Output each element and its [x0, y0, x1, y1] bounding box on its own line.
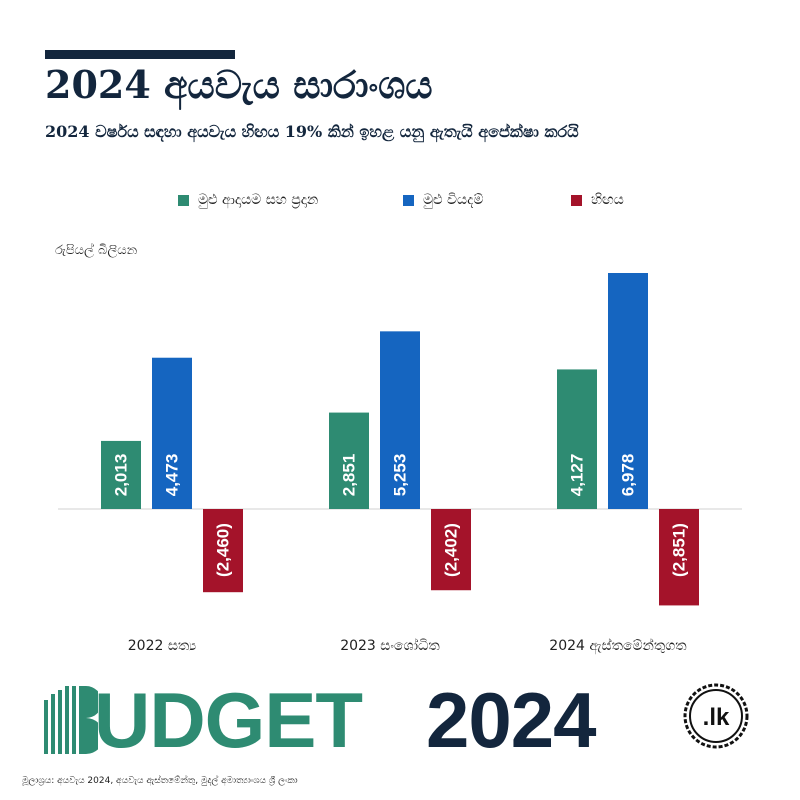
brand-text-udget: UDGET: [94, 676, 363, 764]
data-label-deficit-0: (2,460): [214, 523, 233, 577]
page-subtitle: 2024 වර්ෂය සඳහා අයවැය හිඟය 19% කින් ඉහළ …: [45, 122, 579, 141]
bar-revenue-1: [329, 412, 369, 509]
chart-legend: මුළු ආදායම සහ ප්‍රදාන මුළු වියදම් හිඟය: [0, 192, 800, 214]
legend-label-expenditure: මුළු වියදම්: [423, 192, 484, 208]
data-label-revenue-2: 4,127: [568, 454, 587, 497]
bar-deficit-2: [659, 509, 699, 606]
legend-item-expenditure: මුළු වියදම්: [403, 192, 483, 208]
title-accent-bar: [45, 50, 235, 59]
bar-deficit-0: [203, 509, 243, 593]
data-label-expenditure-0: 4,473: [163, 454, 182, 497]
legend-item-revenue: මුළු ආදායම සහ ප්‍රදාන: [178, 192, 318, 208]
legend-label-deficit: හිඟය: [591, 192, 624, 208]
legend-item-deficit: හිඟය: [571, 192, 624, 208]
lk-seal-logo: .lk: [683, 683, 749, 749]
svg-text:.lk: .lk: [703, 704, 730, 731]
x-tick-label-1: 2023 සංශෝධිත: [340, 638, 440, 654]
data-label-expenditure-1: 5,253: [391, 454, 410, 497]
bar-revenue-0: [101, 440, 141, 509]
data-label-revenue-1: 2,851: [340, 454, 359, 497]
page-title: 2024 අයවැය සාරාංශය: [45, 62, 433, 107]
bar-chart: 2,013 4,473 (2,460) 2022 සත්‍ය 2,851 5,253 (2,…: [58, 273, 742, 655]
legend-swatch-deficit: [571, 194, 582, 206]
data-label-revenue-0: 2,013: [112, 454, 131, 497]
legend-swatch-expenditure: [403, 194, 414, 206]
source-note: මූලාශ්‍රය: අයවැය 2024, අයවැය ඇස්තමේන්තු,…: [22, 776, 298, 786]
data-label-deficit-1: (2,402): [442, 523, 461, 577]
barcode-b-icon: [44, 686, 98, 754]
bar-expenditure-0: [152, 357, 192, 509]
bar-revenue-2: [557, 369, 597, 509]
bar-deficit-1: [431, 509, 471, 591]
legend-label-revenue: මුළු ආදායම සහ ප්‍රදාන: [198, 192, 319, 208]
y-axis-unit-label: රුපියල් බිලියන: [55, 243, 138, 258]
bar-expenditure-2: [608, 273, 648, 509]
brand-text-2024: 2024: [426, 676, 597, 764]
data-label-expenditure-2: 6,978: [619, 454, 638, 497]
x-tick-label-2: 2024 ඇස්තමේන්තුගත: [549, 638, 687, 655]
legend-swatch-revenue: [178, 194, 189, 206]
data-label-deficit-2: (2,851): [670, 523, 689, 577]
bar-expenditure-1: [380, 331, 420, 509]
x-tick-label-0: 2022 සත්‍ය: [128, 638, 197, 654]
